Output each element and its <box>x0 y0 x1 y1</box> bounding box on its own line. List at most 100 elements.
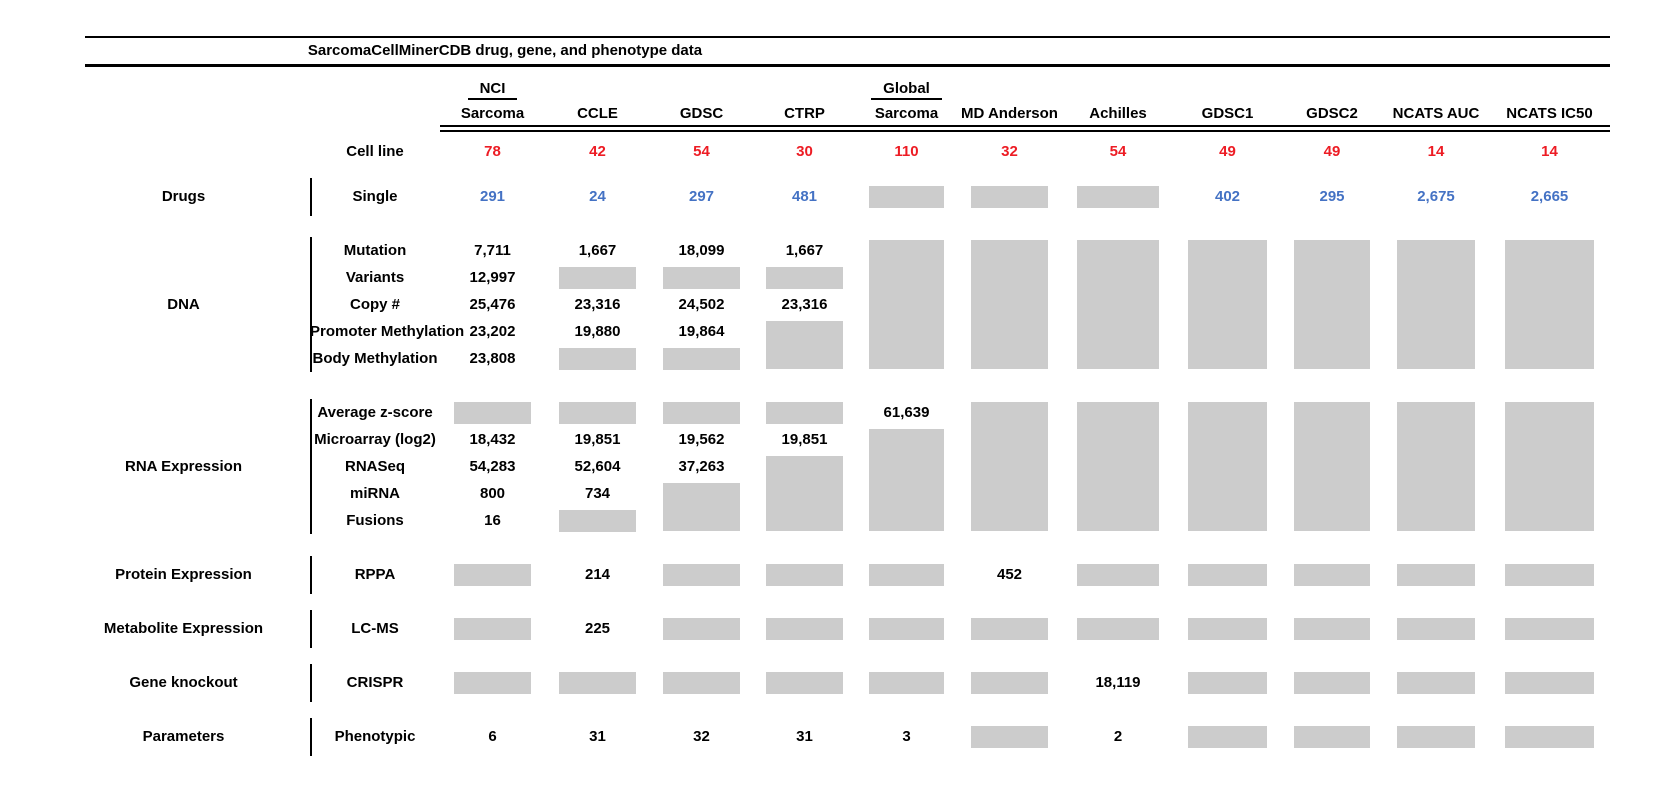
cell-line-count: 14 <box>1541 142 1558 160</box>
data-value: 24 <box>589 188 606 205</box>
data-value: 452 <box>996 566 1023 583</box>
no-data-box <box>1294 617 1370 640</box>
no-data-box <box>766 266 843 289</box>
data-value: 52,604 <box>574 458 621 475</box>
column-header: Sarcoma <box>460 105 525 122</box>
category-label: Drugs <box>161 188 206 205</box>
no-data-block <box>1294 240 1370 369</box>
cell-line-count: 49 <box>1323 142 1341 160</box>
row-label: Promoter Methylation <box>310 323 465 340</box>
no-data-box <box>970 617 1049 640</box>
data-value: 25,476 <box>469 296 516 313</box>
no-data-box <box>869 563 944 586</box>
no-data-box <box>766 563 843 586</box>
category-label: Metabolite Expression <box>103 620 264 637</box>
data-value: 61,639 <box>883 404 930 421</box>
row-label: Fusions <box>346 512 404 529</box>
cell-line-count: 78 <box>484 142 501 160</box>
no-data-box <box>1504 563 1595 586</box>
category-label: Protein Expression <box>115 566 252 583</box>
no-data-box <box>766 617 843 640</box>
data-value: 19,562 <box>678 431 725 448</box>
cell-line-count: 14 <box>1427 142 1445 160</box>
no-data-box <box>970 185 1049 208</box>
row-label: Variants <box>345 269 405 286</box>
category-separator-bar <box>310 177 312 216</box>
column-header: Achilles <box>1089 105 1147 122</box>
no-data-box <box>558 509 637 532</box>
header-double-rule <box>440 125 1610 132</box>
no-data-box <box>558 347 637 370</box>
data-value: 19,851 <box>781 431 828 448</box>
no-data-box <box>1396 563 1476 586</box>
data-value: 6 <box>488 728 497 745</box>
no-data-block <box>1396 240 1476 369</box>
cell-line-count: 54 <box>693 142 710 160</box>
no-data-box <box>663 347 740 370</box>
no-data-box <box>558 671 637 694</box>
data-value: 18,432 <box>469 431 516 448</box>
data-value: 800 <box>479 485 506 502</box>
no-data-block <box>663 483 740 531</box>
data-value: 402 <box>1214 188 1241 205</box>
cell-line-count: 30 <box>796 142 813 160</box>
no-data-box <box>453 563 532 586</box>
no-data-box <box>558 266 637 289</box>
data-value: 214 <box>584 566 611 583</box>
no-data-block <box>1504 402 1595 531</box>
data-value: 297 <box>688 188 715 205</box>
no-data-box <box>453 401 532 424</box>
no-data-block <box>869 240 944 369</box>
no-data-box <box>869 617 944 640</box>
no-data-block <box>1504 240 1595 369</box>
data-value: 24,502 <box>678 296 725 313</box>
cell-line-count: 54 <box>1109 142 1127 160</box>
column-header: GDSC <box>679 105 724 122</box>
no-data-box <box>1076 185 1160 208</box>
category-separator-bar <box>310 237 312 372</box>
no-data-box <box>1187 725 1268 748</box>
no-data-box <box>869 671 944 694</box>
category-label: Parameters <box>142 728 225 745</box>
column-header: GDSC2 <box>1306 105 1358 122</box>
cell-line-count: 110 <box>894 142 919 160</box>
no-data-box <box>1396 725 1476 748</box>
row-label-cell-line: Cell line <box>346 142 404 160</box>
column-header: Sarcoma <box>874 105 939 122</box>
row-label: Average z-score <box>317 404 433 421</box>
data-value: 23,316 <box>574 296 621 313</box>
column-header-top-label: Global <box>871 80 942 100</box>
column-header-top: Global <box>856 80 957 101</box>
no-data-box <box>663 563 740 586</box>
data-value: 3 <box>902 728 911 745</box>
category-separator-bar <box>310 663 312 702</box>
no-data-box <box>663 617 740 640</box>
no-data-block <box>766 456 843 531</box>
data-value: 31 <box>589 728 606 745</box>
cell-line-count: 32 <box>1001 142 1018 160</box>
data-value: 1,667 <box>578 242 617 259</box>
no-data-box <box>1076 617 1160 640</box>
category-separator-bar <box>310 609 312 648</box>
no-data-box <box>1187 563 1268 586</box>
data-availability-table: NCI Sarcoma 78 CCLE 42 GDSC 54 CTRP 30 Global Sarc… <box>85 67 1610 756</box>
no-data-box <box>663 266 740 289</box>
row-label: CRISPR <box>346 674 404 691</box>
no-data-box <box>1294 671 1370 694</box>
no-data-box <box>1504 617 1595 640</box>
no-data-box <box>663 671 740 694</box>
data-value: 23,808 <box>469 350 516 367</box>
row-label: RPPA <box>354 566 396 583</box>
cell-line-count: 49 <box>1219 142 1236 160</box>
row-label: LC-MS <box>351 620 399 637</box>
no-data-box <box>663 401 740 424</box>
no-data-block <box>1187 402 1268 531</box>
no-data-box <box>1294 563 1370 586</box>
row-label: Single <box>352 188 398 205</box>
no-data-box <box>453 671 532 694</box>
column-header-top: NCI <box>440 80 545 101</box>
figure-title-band: SarcomaCellMinerCDB drug, gene, and phen… <box>85 36 1610 67</box>
column-header: CTRP <box>784 105 825 122</box>
data-value: 23,202 <box>469 323 516 340</box>
column-header: GDSC1 <box>1201 105 1254 122</box>
